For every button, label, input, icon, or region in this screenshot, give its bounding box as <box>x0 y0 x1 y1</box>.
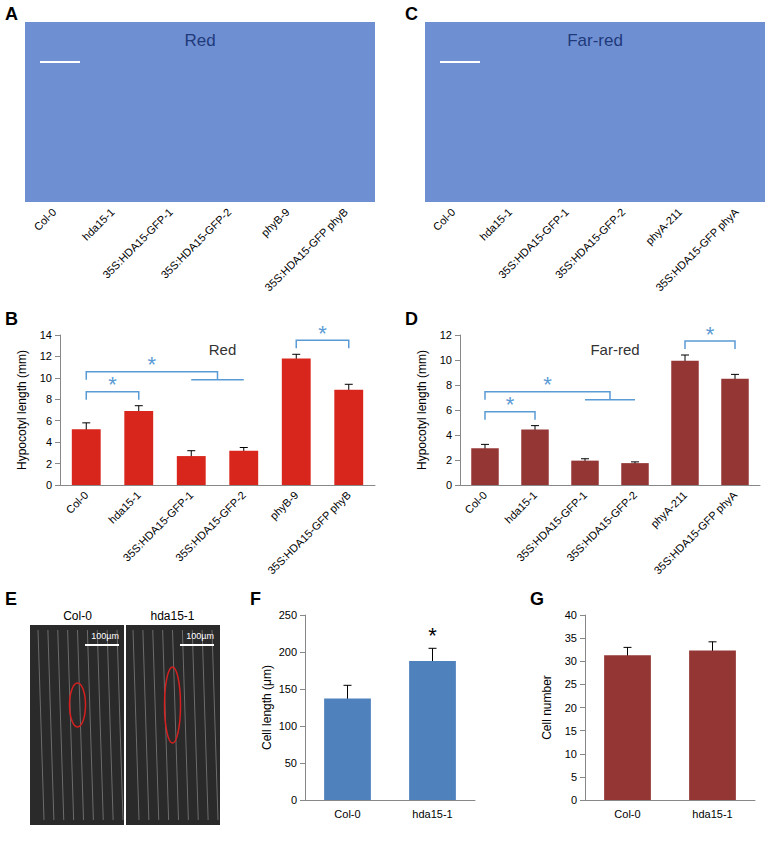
svg-text:35S:HDA15-GFP-2: 35S:HDA15-GFP-2 <box>173 489 248 564</box>
svg-text:4: 4 <box>46 436 52 448</box>
svg-text:0: 0 <box>446 479 452 491</box>
svg-text:Col-0: Col-0 <box>462 489 489 516</box>
svg-text:6: 6 <box>46 415 52 427</box>
svg-text:Hypocotyl length (mm): Hypocotyl length (mm) <box>415 350 429 470</box>
svg-text:*: * <box>108 372 117 397</box>
svg-text:Cell number: Cell number <box>540 675 554 740</box>
svg-text:hda15-1: hda15-1 <box>412 808 452 820</box>
svg-text:G: G <box>530 589 544 609</box>
svg-text:Hypocotyl length (mm): Hypocotyl length (mm) <box>15 350 29 470</box>
svg-text:35S:HDA15-GFP phyB: 35S:HDA15-GFP phyB <box>262 206 350 294</box>
svg-text:hda15-1: hda15-1 <box>692 808 732 820</box>
svg-text:*: * <box>706 322 715 347</box>
svg-text:B: B <box>5 309 18 329</box>
svg-text:phyA-211: phyA-211 <box>648 489 689 530</box>
svg-text:phyB-9: phyB-9 <box>259 206 292 239</box>
svg-text:hda15-1: hda15-1 <box>80 206 117 243</box>
svg-text:Col-0: Col-0 <box>31 206 58 233</box>
svg-text:14: 14 <box>40 329 52 341</box>
svg-text:250: 250 <box>279 609 297 621</box>
svg-text:hda15-1: hda15-1 <box>106 489 143 526</box>
svg-text:6: 6 <box>446 404 452 416</box>
svg-text:hda15-1: hda15-1 <box>502 489 539 526</box>
svg-text:150: 150 <box>279 683 297 695</box>
svg-text:35S:HDA15-GFP-2: 35S:HDA15-GFP-2 <box>553 206 628 281</box>
svg-text:200: 200 <box>279 646 297 658</box>
svg-text:hda15-1: hda15-1 <box>477 206 514 243</box>
svg-text:100µm: 100µm <box>186 631 214 641</box>
svg-text:35S:HDA15-GFP phyA: 35S:HDA15-GFP phyA <box>653 205 741 293</box>
svg-text:10: 10 <box>565 748 577 760</box>
svg-text:40: 40 <box>565 609 577 621</box>
svg-text:Col-0: Col-0 <box>63 489 90 516</box>
svg-text:Far-red: Far-red <box>567 31 623 50</box>
svg-text:2: 2 <box>46 458 52 470</box>
svg-text:35S:HDA15-GFP-1: 35S:HDA15-GFP-1 <box>100 205 176 281</box>
svg-text:100: 100 <box>279 720 297 732</box>
svg-text:0: 0 <box>46 479 52 491</box>
svg-text:100µm: 100µm <box>91 631 119 641</box>
svg-text:Red: Red <box>209 341 237 358</box>
svg-text:5: 5 <box>571 771 577 783</box>
svg-text:A: A <box>5 4 18 24</box>
svg-text:Cell length (μm): Cell length (μm) <box>260 665 274 750</box>
svg-text:10: 10 <box>40 372 52 384</box>
svg-text:Col-0: Col-0 <box>334 808 360 820</box>
svg-text:50: 50 <box>285 757 297 769</box>
svg-text:15: 15 <box>565 725 577 737</box>
svg-text:Col-0: Col-0 <box>63 609 92 623</box>
svg-text:35S:HDA15-GFP-1: 35S:HDA15-GFP-1 <box>495 205 571 281</box>
svg-text:hda15-1: hda15-1 <box>150 609 194 623</box>
svg-text:35S:HDA15-GFP-2: 35S:HDA15-GFP-2 <box>158 206 233 281</box>
svg-text:E: E <box>5 589 17 609</box>
svg-text:D: D <box>405 309 418 329</box>
svg-text:35S:HDA15-GFP-1: 35S:HDA15-GFP-1 <box>120 488 196 564</box>
svg-text:2: 2 <box>446 454 452 466</box>
svg-text:0: 0 <box>291 794 297 806</box>
svg-text:Red: Red <box>184 31 215 50</box>
svg-text:35: 35 <box>565 632 577 644</box>
svg-text:*: * <box>318 321 327 346</box>
svg-text:25: 25 <box>565 678 577 690</box>
svg-text:12: 12 <box>40 350 52 362</box>
svg-text:35S:HDA15-GFP phyB: 35S:HDA15-GFP phyB <box>265 489 353 577</box>
svg-text:30: 30 <box>565 655 577 667</box>
svg-text:35S:HDA15-GFP-1: 35S:HDA15-GFP-1 <box>514 488 590 564</box>
svg-text:*: * <box>148 352 157 377</box>
svg-text:35S:HDA15-GFP phyA: 35S:HDA15-GFP phyA <box>651 488 739 576</box>
svg-text:phyB-9: phyB-9 <box>267 489 300 522</box>
svg-text:10: 10 <box>440 354 452 366</box>
svg-text:4: 4 <box>446 429 452 441</box>
svg-text:F: F <box>250 589 261 609</box>
svg-text:35S:HDA15-GFP-2: 35S:HDA15-GFP-2 <box>564 489 639 564</box>
svg-text:C: C <box>405 4 418 24</box>
svg-text:Far-red: Far-red <box>590 341 639 358</box>
svg-text:Col-0: Col-0 <box>431 206 458 233</box>
svg-text:*: * <box>506 392 515 417</box>
svg-text:8: 8 <box>446 379 452 391</box>
svg-text:*: * <box>428 623 437 648</box>
svg-text:*: * <box>543 372 552 397</box>
svg-text:20: 20 <box>565 702 577 714</box>
svg-text:phyA-211: phyA-211 <box>643 206 684 247</box>
svg-text:0: 0 <box>571 794 577 806</box>
svg-text:8: 8 <box>46 393 52 405</box>
svg-text:Col-0: Col-0 <box>614 808 640 820</box>
svg-text:12: 12 <box>440 329 452 341</box>
